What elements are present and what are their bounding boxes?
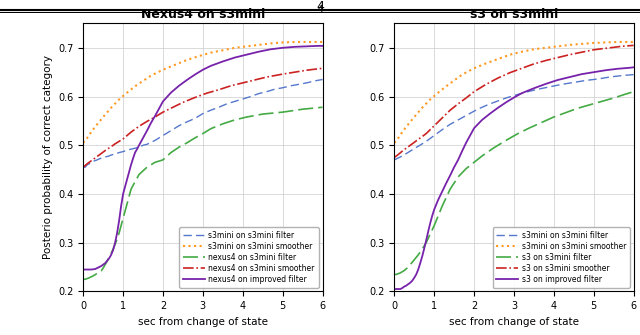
Title: Nexus4 on s3mini: Nexus4 on s3mini [141,8,265,21]
X-axis label: sec from change of state: sec from change of state [449,317,579,327]
Legend: s3mini on s3mini filter, s3mini on s3mini smoother, s3 on s3mini filter, s3 on s: s3mini on s3mini filter, s3mini on s3min… [493,227,630,288]
Text: 4: 4 [316,5,324,15]
Y-axis label: Posterio probability of correct category: Posterio probability of correct category [42,56,52,259]
Title: s3 on s3mini: s3 on s3mini [470,8,558,21]
X-axis label: sec from change of state: sec from change of state [138,317,268,327]
Legend: s3mini on s3mini filter, s3mini on s3mini smoother, nexus4 on s3mini filter, nex: s3mini on s3mini filter, s3mini on s3min… [179,227,319,288]
Text: 4: 4 [316,0,324,13]
